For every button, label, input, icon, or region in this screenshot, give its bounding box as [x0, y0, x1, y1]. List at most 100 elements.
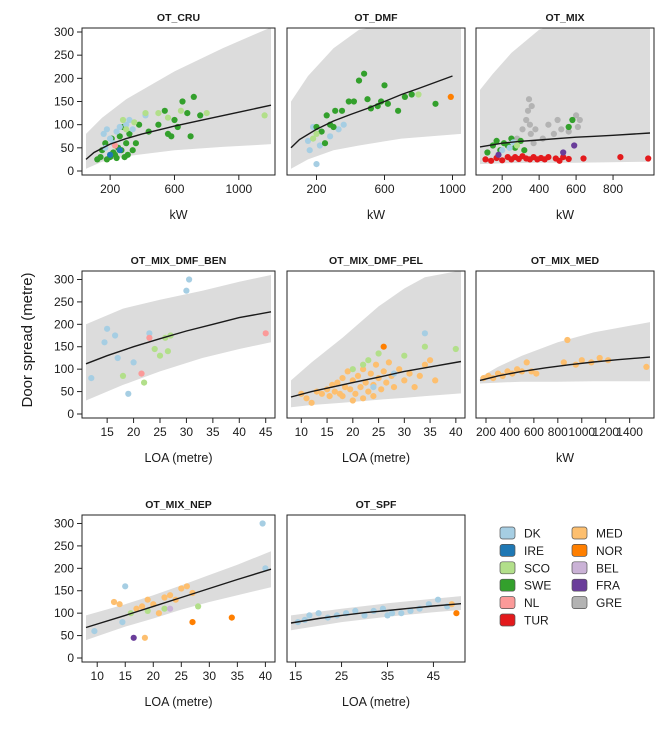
- x-tick-label: 35: [423, 425, 437, 439]
- data-point-med: [342, 384, 349, 391]
- data-point-sco: [155, 110, 162, 117]
- x-tick-label: 10: [295, 425, 309, 439]
- legend-item-sco: SCO: [499, 561, 550, 575]
- panel-frame: [286, 270, 466, 419]
- data-point-med: [416, 372, 423, 379]
- data-point-swe: [323, 112, 330, 119]
- legend-item-ire: IRE: [499, 544, 544, 558]
- confidence-band: [291, 596, 461, 631]
- data-point-dk: [146, 330, 153, 337]
- data-point-swe: [318, 128, 325, 135]
- x-tick-label: 200: [306, 182, 326, 196]
- data-point-med: [183, 583, 190, 590]
- data-point-med: [406, 370, 413, 377]
- panel-title: OT_MIX_DMF_BEN: [131, 255, 227, 267]
- y-tick-label: 50: [61, 629, 75, 643]
- data-point-swe: [123, 140, 130, 147]
- x-axis-label: LOA (metre): [144, 451, 212, 465]
- data-point-tur: [617, 154, 624, 161]
- data-point-med: [385, 359, 392, 366]
- data-point-med: [432, 377, 439, 384]
- data-point-sco: [401, 352, 408, 359]
- confidence-band: [291, 28, 461, 169]
- data-point-med: [560, 359, 567, 366]
- x-tick-label: 1000: [439, 182, 466, 196]
- data-point-nl: [262, 330, 269, 337]
- data-point-gre: [530, 140, 537, 147]
- y-tick-label: 300: [54, 516, 74, 530]
- legend-swatch: [571, 596, 588, 609]
- data-point-nor: [380, 343, 387, 350]
- fit-line: [479, 356, 651, 382]
- x-tick-label: 25: [175, 669, 189, 683]
- data-point-sco: [123, 126, 130, 133]
- data-point-swe: [332, 107, 339, 114]
- data-point-swe: [136, 121, 143, 128]
- data-point-swe: [155, 121, 162, 128]
- data-point-dk: [316, 142, 323, 149]
- data-point-med: [401, 377, 408, 384]
- data-point-dk: [103, 126, 110, 133]
- fit-line: [290, 75, 453, 149]
- legend-item-dk: DK: [499, 527, 541, 541]
- x-tick-label: 30: [398, 425, 412, 439]
- y-tick-label: 150: [54, 95, 74, 109]
- data-point-med: [116, 601, 123, 608]
- data-point-gre: [528, 103, 535, 110]
- data-point-dk: [101, 339, 108, 346]
- data-point-dk: [327, 133, 334, 140]
- data-point-gre: [523, 116, 530, 124]
- y-tick-label: 300: [54, 272, 74, 286]
- x-tick-label: 25: [372, 425, 386, 439]
- x-axis-label: kW: [556, 451, 574, 465]
- y-tick-label: 0: [67, 164, 74, 178]
- data-point-sco: [161, 605, 168, 612]
- y-tick-label: 200: [54, 317, 74, 331]
- data-point-dk: [100, 130, 107, 137]
- data-point-dk: [499, 147, 506, 154]
- data-point-fra: [560, 149, 567, 156]
- data-point-sco: [360, 361, 367, 368]
- x-tick-label: 10: [91, 669, 105, 683]
- data-point-swe: [129, 147, 136, 154]
- panel-title: OT_MIX_NEP: [145, 499, 212, 511]
- data-point-tur: [545, 154, 552, 161]
- panel-frame: [81, 514, 276, 663]
- x-axis-label: kW: [367, 208, 385, 222]
- data-point-sco: [452, 345, 459, 353]
- data-point-dk: [398, 610, 405, 617]
- x-tick-label: 40: [259, 669, 273, 683]
- x-tick-label: 600: [164, 182, 184, 196]
- data-point-gre: [545, 121, 552, 128]
- panel-7: OT_SPF 15 25 35 45 LOA (metre): [286, 499, 466, 709]
- data-point-med: [349, 397, 356, 404]
- data-point-swe: [116, 133, 123, 140]
- x-tick-label: 20: [346, 425, 360, 439]
- data-point-dk: [129, 126, 136, 133]
- data-point-swe: [330, 123, 337, 131]
- legend-label: BEL: [596, 561, 619, 575]
- data-point-tur: [645, 155, 652, 162]
- y-tick-label: 150: [54, 584, 74, 598]
- data-point-dk: [107, 135, 114, 142]
- data-point-swe: [408, 91, 415, 98]
- data-point-dk: [352, 607, 359, 615]
- data-point-sco: [421, 343, 428, 350]
- y-tick-label: 250: [54, 295, 74, 309]
- x-tick-label: 600: [524, 425, 544, 439]
- legend-swatch: [499, 544, 516, 557]
- data-point-med: [334, 379, 341, 386]
- data-point-sco: [119, 116, 127, 124]
- data-point-bel: [167, 605, 174, 612]
- data-point-fra: [130, 634, 137, 641]
- data-point-swe: [569, 116, 576, 124]
- x-axis-label: LOA (metre): [342, 451, 410, 465]
- x-tick-label: 15: [289, 669, 303, 683]
- legend-swatch: [499, 596, 516, 609]
- x-tick-label: 15: [100, 425, 114, 439]
- data-point-med: [378, 386, 385, 393]
- x-tick-label: 800: [548, 425, 568, 439]
- data-point-dk: [315, 610, 322, 617]
